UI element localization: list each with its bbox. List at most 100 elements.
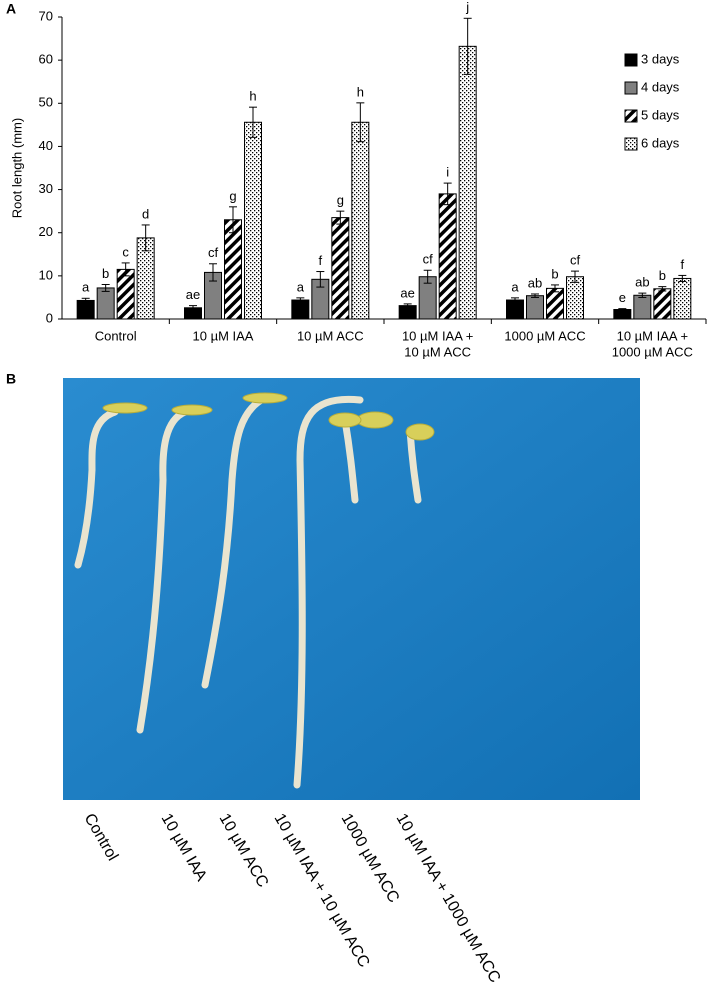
legend-label: 5 days xyxy=(641,107,680,122)
photo-label: 10 µM IAA + 1000 µM ACC xyxy=(393,811,504,986)
value-label: cf xyxy=(570,253,581,268)
bar xyxy=(331,217,350,320)
error-bar xyxy=(463,17,472,75)
y-tick-label: 50 xyxy=(39,95,53,110)
error-bar xyxy=(141,224,150,252)
y-tick-label: 40 xyxy=(39,138,53,153)
y-tick-label: 70 xyxy=(39,8,53,23)
photo-label: 10 µM ACC xyxy=(216,811,272,891)
error-bar xyxy=(336,210,345,225)
value-label: a xyxy=(297,279,305,294)
error-bar xyxy=(618,308,627,311)
bar xyxy=(224,219,242,320)
value-label: a xyxy=(82,280,90,295)
bar xyxy=(633,294,652,320)
x-tick-label: Control xyxy=(95,328,137,343)
error-bar xyxy=(209,263,217,282)
value-label: ae xyxy=(186,287,200,302)
error-bar xyxy=(551,284,559,293)
bar xyxy=(438,193,457,320)
error-bar xyxy=(678,274,687,282)
value-label: h xyxy=(357,84,364,99)
error-bar xyxy=(189,305,197,311)
value-label: h xyxy=(249,89,256,104)
bar xyxy=(96,287,115,320)
value-label: d xyxy=(142,206,149,221)
photo-label: 1000 µM ACC xyxy=(338,811,403,906)
error-bar xyxy=(316,271,325,288)
bar xyxy=(673,277,692,320)
value-label: cf xyxy=(208,245,219,260)
photo-label: Control xyxy=(81,811,122,864)
bar xyxy=(244,121,262,320)
value-label: g xyxy=(229,188,236,203)
bar xyxy=(613,309,632,320)
y-tick-label: 60 xyxy=(39,52,53,67)
panel-label: B xyxy=(6,371,16,387)
y-tick-label: 10 xyxy=(39,267,53,282)
value-label: g xyxy=(337,193,344,208)
value-label: ab xyxy=(528,275,542,290)
bar xyxy=(526,295,544,320)
photo-label: 10 µM IAA xyxy=(158,811,210,885)
panel-label: A xyxy=(6,1,16,17)
legend-swatch xyxy=(624,137,638,151)
bar xyxy=(351,121,370,320)
bar xyxy=(653,288,672,320)
legend-swatch xyxy=(624,81,638,95)
error-bar xyxy=(658,286,667,292)
y-tick-label: 20 xyxy=(39,224,53,239)
error-bar xyxy=(101,283,110,292)
error-bar xyxy=(356,102,365,143)
value-label: i xyxy=(446,165,449,180)
bar xyxy=(566,276,584,320)
bar xyxy=(76,299,95,320)
error-bar xyxy=(296,297,305,303)
x-tick-label: 1000 µM ACC xyxy=(504,328,585,343)
error-bar xyxy=(81,297,90,304)
value-label: ab xyxy=(635,275,649,290)
bar xyxy=(546,287,564,320)
error-bar xyxy=(403,303,412,308)
x-tick-label: 10 µM IAA + xyxy=(617,328,688,343)
error-bar xyxy=(121,262,130,277)
bar xyxy=(458,45,477,320)
x-tick-label: 10 µM ACC xyxy=(297,328,364,343)
bar xyxy=(291,299,310,320)
value-label: e xyxy=(619,290,626,305)
value-label: b xyxy=(659,268,666,283)
value-label: b xyxy=(551,266,558,281)
x-tick-label: 10 µM IAA + xyxy=(402,328,473,343)
error-bar xyxy=(229,206,237,234)
value-label: cf xyxy=(423,252,434,267)
x-tick-label: 10 µM ACC xyxy=(404,344,471,359)
error-bar xyxy=(423,269,432,284)
value-label: f xyxy=(319,253,323,268)
error-bar xyxy=(443,182,452,206)
y-tick-label: 0 xyxy=(46,310,53,325)
photo xyxy=(63,378,640,800)
bar xyxy=(116,268,135,320)
legend-label: 6 days xyxy=(641,135,680,150)
value-label: j xyxy=(465,0,469,15)
error-bar xyxy=(249,106,257,138)
value-label: c xyxy=(122,244,129,259)
y-axis-label: Root length (mm) xyxy=(9,118,24,218)
x-tick-label: 1000 µM ACC xyxy=(612,344,693,359)
bar xyxy=(506,299,524,320)
error-bar xyxy=(638,292,647,298)
legend-label: 3 days xyxy=(641,51,680,66)
legend-swatch xyxy=(624,53,638,67)
value-label: b xyxy=(102,266,109,281)
error-bar xyxy=(531,293,539,298)
value-label: a xyxy=(511,279,519,294)
value-label: ae xyxy=(400,285,414,300)
legend-swatch xyxy=(624,109,638,123)
x-tick-label: 10 µM IAA xyxy=(193,328,254,343)
value-label: f xyxy=(681,257,685,272)
error-bar xyxy=(571,270,579,283)
legend-label: 4 days xyxy=(641,79,680,94)
y-tick-label: 30 xyxy=(39,181,53,196)
error-bar xyxy=(511,297,519,303)
